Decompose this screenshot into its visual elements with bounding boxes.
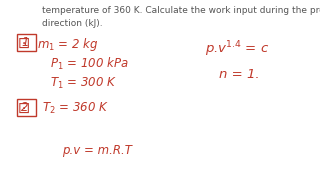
Text: 2: 2 xyxy=(21,101,28,114)
Bar xyxy=(17,99,36,116)
Text: P$_1$ = 100 kPa: P$_1$ = 100 kPa xyxy=(50,56,128,72)
Text: T$_1$ = 300 K: T$_1$ = 300 K xyxy=(50,76,116,91)
Text: ⊡: ⊡ xyxy=(18,36,30,51)
Text: p.v$^{1.4}$ = c: p.v$^{1.4}$ = c xyxy=(205,40,269,59)
Text: ⊡: ⊡ xyxy=(18,101,30,116)
Bar xyxy=(17,34,36,51)
Text: 1: 1 xyxy=(21,36,28,49)
Text: temperature of 360 K. Calculate the work input during the process: temperature of 360 K. Calculate the work… xyxy=(42,6,320,15)
Text: direction (kJ).: direction (kJ). xyxy=(42,19,102,28)
Text: n = 1.: n = 1. xyxy=(219,68,260,81)
Text: m$_1$ = 2 kg: m$_1$ = 2 kg xyxy=(37,36,98,53)
Text: T$_2$ = 360 K: T$_2$ = 360 K xyxy=(42,101,108,116)
Text: p.v = m.R.T: p.v = m.R.T xyxy=(62,144,132,157)
